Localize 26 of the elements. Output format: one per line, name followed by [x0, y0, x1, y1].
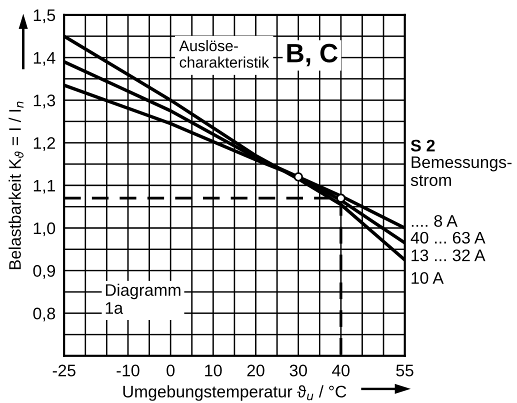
x-tick-label: 0: [166, 364, 175, 376]
legend-title: S 2: [410, 140, 435, 152]
series-label: 13 ... 32 A: [412, 249, 486, 262]
text: Bemessungs- strom: [410, 156, 512, 186]
x-tick-label: -25: [52, 364, 76, 376]
x-tick-label: 40: [332, 364, 350, 376]
y-tick-label: 1,5: [34, 9, 56, 24]
annotation: Auslöse- charakteristik: [179, 40, 270, 68]
annotation: B, C: [287, 44, 338, 66]
x-tick-label: 30: [290, 364, 307, 376]
series-label: 10 A: [412, 272, 444, 284]
annotation: Diagramm 1a: [106, 284, 180, 314]
y-tick-label: 1,4: [34, 52, 56, 66]
x-tick-label: 20: [247, 364, 264, 376]
x-tick-label: 55: [396, 364, 414, 376]
y-tick-label: 1,2: [34, 137, 55, 151]
x-tick-label: -10: [116, 364, 140, 376]
y-tick-label: 1,0: [34, 222, 56, 236]
x-axis-title: Umgebungstemperatur ϑ$_{u}$ / °C: [123, 385, 346, 401]
y-tick-label: 0,9: [33, 265, 55, 279]
x-tick-label: 10: [205, 364, 222, 376]
series-label: .... 8 A 40 ... 63 A: [410, 215, 486, 244]
y-tick-label: 1,1: [34, 180, 55, 194]
y-tick-label: 0,8: [33, 308, 56, 322]
y-tick-label: 1,3: [34, 94, 56, 108]
y-axis-title: Belastbarkeit K$_{ϑ}$ = I / I$_{n}$: [8, 102, 24, 270]
